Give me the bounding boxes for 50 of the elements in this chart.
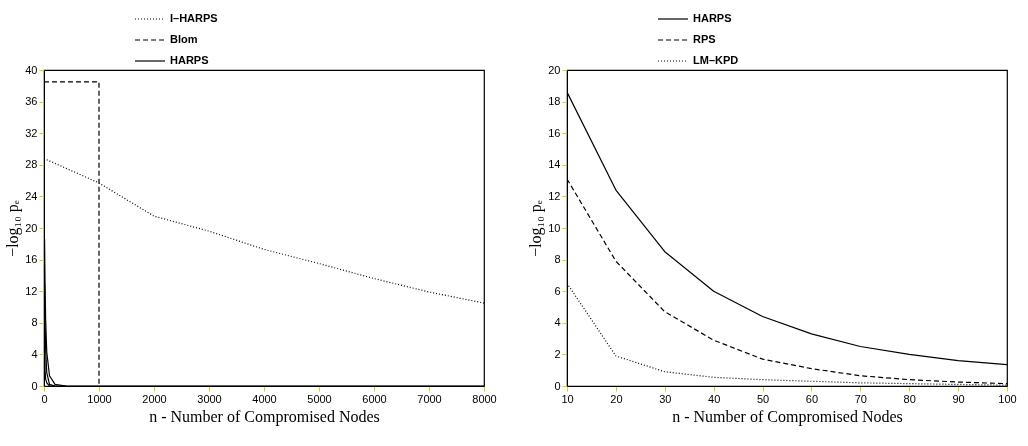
y-tick-label: 4 [31,347,38,360]
y-tick-label: 0 [31,379,38,392]
y-tick-label: 24 [25,189,38,202]
y-tick-label: 20 [25,221,38,234]
x-tick-label: 20 [610,392,623,405]
y-tick-label: 16 [25,253,38,266]
y-tick-label: 32 [25,126,38,139]
legend-label: HARPS [170,54,209,66]
x-tick-label: 30 [659,392,672,405]
y-axis-title: −log₁₀ pₑ [527,200,546,257]
x-tick-label: 1000 [87,392,112,405]
y-tick-label: 2 [554,347,561,360]
x-tick-label: 60 [805,392,819,405]
y-tick-label: 10 [548,221,561,234]
y-tick-label: 20 [548,63,561,76]
legend-label: LM–KPD [693,54,739,66]
x-axis-title: n - Number of Compromised Nodes [149,407,380,426]
x-tick-label: 90 [952,392,965,405]
y-tick-label: 40 [25,63,38,76]
legend-label: HARPS [693,12,732,24]
y-tick-label: 6 [554,284,561,297]
legend-label: I–HARPS [170,12,218,24]
x-tick-label: 8000 [472,392,497,405]
x-tick-label: 40 [708,392,721,405]
x-tick-label: 70 [854,392,867,405]
x-tick-label: 5000 [307,392,332,405]
x-axis-title: n - Number of Compromised Nodes [672,407,903,426]
y-tick-label: 12 [25,284,38,297]
y-tick-label: 0 [554,379,561,392]
y-tick-label: 12 [548,189,561,202]
x-tick-label: 80 [903,392,916,405]
legend-label: RPS [693,33,716,45]
y-tick-label: 36 [25,95,38,108]
y-tick-label: 16 [548,126,561,139]
y-tick-label: 18 [548,95,561,108]
y-axis-title: −log₁₀ pₑ [4,200,23,257]
x-tick-label: 2000 [142,392,167,405]
x-tick-label: 3000 [197,392,222,405]
x-tick-label: 100 [998,392,1017,405]
x-tick-label: 4000 [252,392,277,405]
x-tick-label: 7000 [417,392,442,405]
x-tick-label: 6000 [362,392,387,405]
y-tick-label: 14 [548,158,561,171]
y-tick-label: 8 [554,253,561,266]
y-tick-label: 8 [31,316,38,329]
legend-label: Blom [170,33,198,45]
x-tick-label: 50 [756,392,770,405]
x-tick-label: 0 [41,392,48,405]
y-tick-label: 4 [554,316,561,329]
y-tick-label: 28 [25,158,38,171]
